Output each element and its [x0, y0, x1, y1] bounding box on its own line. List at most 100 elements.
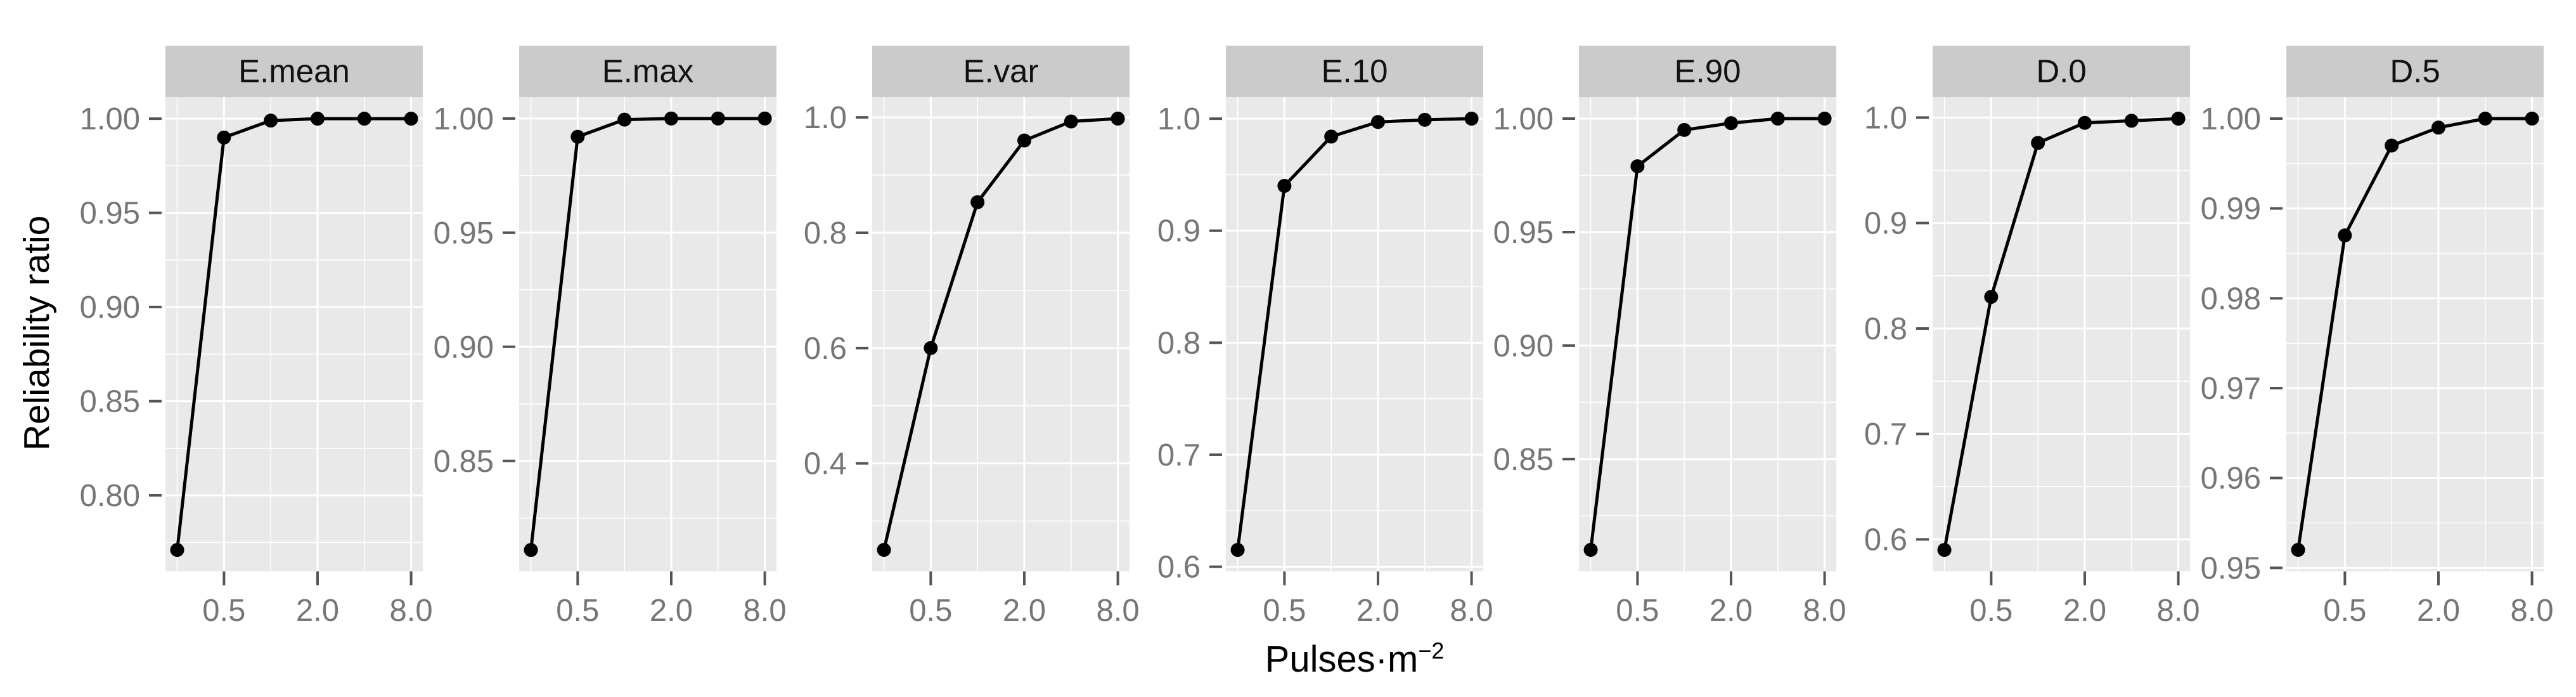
data-line — [1943, 117, 2179, 550]
y-axis-tick-label: 0.8 — [1157, 326, 1201, 360]
facet-panel-e-mean: E.mean 1.00 0.95 0.90 0.85 0.80 0.5 2.0 8.0 — [64, 46, 444, 697]
facet-strip-title: E.var — [963, 53, 1038, 89]
data-point — [1984, 290, 1999, 304]
y-axis-tick-label: 0.7 — [1864, 417, 1907, 452]
y-axis-tick-label: 1.00 — [434, 102, 494, 136]
x-axis-title-exponent: −2 — [1418, 637, 1445, 664]
data-point — [1583, 543, 1598, 557]
data-line — [529, 117, 765, 550]
y-axis-tick-label: 0.95 — [434, 216, 494, 251]
x-axis-tick-label: 8.0 — [390, 594, 433, 628]
facet-strip-title: D.5 — [2390, 53, 2440, 89]
y-axis-tick-label: 0.6 — [1157, 550, 1201, 585]
data-point — [1324, 129, 1339, 144]
panel-plot-area — [872, 97, 1130, 571]
data-point — [524, 543, 538, 557]
x-axis-tick-label: 2.0 — [650, 594, 693, 628]
x-axis-tick-label: 8.0 — [1803, 594, 1846, 628]
facet-strip — [2286, 46, 2544, 97]
y-axis-tick-label: 0.97 — [2201, 372, 2261, 406]
data-point — [924, 341, 938, 355]
data-point — [2171, 112, 2186, 126]
facet-panel-e-10: E.10 1.0 0.9 0.8 0.7 0.6 0.5 2.0 8.0 — [1124, 46, 1505, 697]
data-point — [570, 129, 585, 144]
x-axis-tick-label: 8.0 — [744, 594, 787, 628]
x-axis-tick-label: 2.0 — [1003, 594, 1046, 628]
facet-panel-e-var: E.var 1.0 0.8 0.6 0.4 0.5 2.0 8.0 — [771, 46, 1151, 697]
panel-svg-e-90: E.90 1.00 0.95 0.90 0.85 0.5 2.0 8.0 — [1493, 46, 1846, 628]
panel-plot-area — [1579, 97, 1836, 571]
facet-panel-e-90: E.90 1.00 0.95 0.90 0.85 0.5 2.0 8.0 — [1478, 46, 1858, 697]
panel-plot-area — [1226, 97, 1483, 571]
data-point — [711, 111, 725, 126]
facet-strip — [1226, 46, 1483, 97]
panel-plot-area — [2286, 97, 2544, 571]
data-point — [2291, 543, 2305, 557]
panel-svg-e-var: E.var 1.0 0.8 0.6 0.4 0.5 2.0 8.0 — [804, 46, 1140, 628]
x-axis-tick-label: 8.0 — [2511, 594, 2554, 628]
facet-strip-title: E.max — [602, 53, 694, 89]
data-point — [664, 111, 678, 126]
y-axis-tick-label: 0.98 — [2201, 282, 2261, 316]
y-axis-tick-label: 0.90 — [434, 330, 494, 365]
panel-svg-d-0: D.0 1.0 0.9 0.8 0.7 0.6 0.5 2.0 8.0 — [1864, 46, 2200, 628]
y-axis-tick-label: 0.9 — [1864, 207, 1907, 241]
y-axis-tick-label: 0.85 — [434, 445, 494, 479]
data-point — [1277, 179, 1292, 193]
data-line — [2296, 117, 2532, 550]
facet-strip — [1933, 46, 2190, 97]
x-axis-tick-label: 2.0 — [2417, 594, 2460, 628]
x-axis-tick-label: 8.0 — [2157, 594, 2200, 628]
facet-strip-title: D.0 — [2036, 53, 2086, 89]
facet-panel-d-0: D.0 1.0 0.9 0.8 0.7 0.6 0.5 2.0 8.0 — [1831, 46, 2212, 697]
panel-svg-e-mean: E.mean 1.00 0.95 0.90 0.85 0.80 0.5 2.0 8.0 — [80, 46, 433, 628]
panel-svg-e-max: E.max 1.00 0.95 0.90 0.85 0.5 2.0 8.0 — [434, 46, 787, 628]
y-axis-tick-label: 0.90 — [1493, 329, 1554, 363]
data-point — [404, 112, 418, 126]
x-axis-tick-label: 0.5 — [1263, 594, 1306, 628]
y-axis-tick-label: 0.8 — [804, 216, 847, 251]
x-axis-tick-label: 2.0 — [2063, 594, 2106, 628]
y-axis-tick-label: 0.95 — [1493, 216, 1554, 250]
data-point — [217, 130, 231, 145]
facet-panel-d-5: D.5 1.00 0.99 0.98 0.97 0.96 0.95 0.5 2.0 8.0 — [2185, 46, 2565, 697]
data-point — [2077, 115, 2092, 130]
y-axis-tick-label: 0.9 — [1157, 214, 1201, 249]
data-point — [1370, 115, 1385, 129]
x-axis-tick-label: 0.5 — [2323, 594, 2366, 628]
y-axis-tick-label: 0.85 — [1493, 443, 1554, 477]
data-point — [1017, 133, 1031, 148]
x-axis-tick-label: 2.0 — [296, 594, 339, 628]
facet-strip — [165, 46, 423, 97]
data-point — [1677, 122, 1692, 137]
data-point — [1230, 543, 1245, 557]
data-point — [1417, 112, 1432, 127]
data-point — [357, 112, 371, 126]
panel-plot-area — [1933, 97, 2190, 571]
facet-panel-e-max: E.max 1.00 0.95 0.90 0.85 0.5 2.0 8.0 — [418, 46, 798, 697]
y-axis-tick-label: 0.6 — [804, 332, 847, 366]
data-point — [1770, 112, 1785, 126]
y-axis-tick-label: 0.95 — [80, 197, 140, 231]
y-axis-tick-label: 1.0 — [804, 101, 847, 135]
y-axis-tick-label: 1.00 — [80, 102, 140, 136]
data-line — [176, 117, 411, 550]
data-point — [170, 543, 184, 557]
y-axis-tick-label: 0.95 — [2201, 551, 2261, 585]
data-point — [2124, 114, 2139, 128]
facet-strip — [519, 46, 776, 97]
data-point — [970, 195, 985, 209]
data-point — [1937, 543, 1952, 557]
x-axis-title-base: Pulses·m — [1265, 639, 1419, 680]
y-axis-title: Reliability ratio — [16, 215, 57, 451]
x-axis-title: Pulses·m−2 — [1038, 637, 1671, 682]
y-axis-tick-label: 0.96 — [2201, 462, 2261, 496]
x-axis-tick-label: 0.5 — [1969, 594, 2012, 628]
data-point — [1817, 112, 1832, 126]
y-axis-tick-label: 0.8 — [1864, 312, 1907, 346]
data-point — [1464, 112, 1479, 126]
y-axis-tick-label: 1.0 — [1864, 101, 1907, 135]
data-line — [1589, 117, 1825, 550]
data-point — [1064, 114, 1078, 129]
x-axis-tick-label: 0.5 — [909, 594, 952, 628]
